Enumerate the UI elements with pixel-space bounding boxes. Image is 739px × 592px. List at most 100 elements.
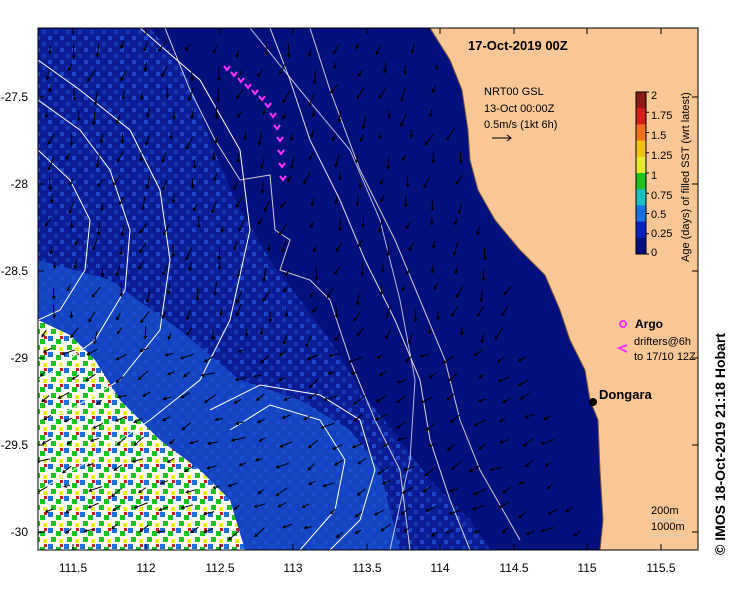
current-arrow-head: [306, 356, 311, 360]
current-arrow-head: [166, 459, 171, 463]
current-arrow-head: [236, 159, 241, 164]
current-arrow-head: [332, 65, 337, 70]
current-arrow-head: [278, 377, 283, 382]
current-arrow: [501, 304, 509, 316]
current-arrow: [116, 353, 127, 361]
current-arrow: [117, 151, 124, 163]
current-arrow-head: [161, 315, 165, 320]
current-arrow-head: [47, 141, 51, 146]
current-arrow: [352, 443, 363, 448]
current-arrow-head: [200, 373, 205, 377]
current-arrow-head: [396, 437, 401, 442]
current-arrow-head: [334, 200, 338, 205]
current-arrow-head: [212, 49, 217, 54]
current-arrow: [166, 87, 169, 98]
current-arrow: [162, 265, 168, 275]
current-arrow-head: [211, 157, 216, 162]
current-arrow-head: [448, 488, 453, 493]
current-arrow: [92, 238, 98, 250]
x-tick-label: 114.5: [499, 561, 529, 575]
current-arrow-head: [286, 54, 291, 58]
current-arrow-head: [310, 224, 314, 229]
current-arrow-head: [65, 509, 70, 514]
current-arrow-head: [354, 513, 359, 518]
current-arrow: [257, 69, 263, 77]
current-arrow-head: [236, 95, 240, 99]
current-arrow-head: [565, 508, 570, 513]
current-arrow: [64, 417, 73, 422]
current-arrow-head: [47, 50, 52, 55]
current-arrow-head: [171, 253, 175, 258]
current-arrow: [357, 239, 364, 248]
current-arrow-head: [353, 401, 358, 405]
current-arrow: [38, 458, 50, 463]
current-arrow: [449, 372, 459, 381]
current-arrow-head: [307, 444, 312, 449]
current-arrow-head: [396, 399, 401, 404]
current-arrow: [116, 376, 124, 383]
current-arrow-head: [195, 297, 200, 302]
current-arrow-head: [449, 419, 454, 424]
current-arrow-head: [335, 534, 340, 538]
current-arrow: [423, 177, 430, 189]
current-arrow-head: [517, 358, 522, 362]
current-arrow-head: [312, 309, 316, 313]
current-arrow: [387, 156, 390, 169]
current-arrow-head: [235, 312, 240, 317]
current-arrow-head: [253, 504, 258, 509]
current-arrow: [310, 129, 315, 138]
current-arrow-head: [361, 125, 366, 130]
colorbar-swatch: [636, 124, 646, 142]
current-arrow-head: [43, 416, 47, 421]
current-arrow: [88, 502, 99, 509]
current-arrow-head: [275, 465, 280, 469]
colorbar-title: Age (days) of filled SST (wrt latest): [680, 92, 692, 262]
current-arrow-head: [95, 164, 100, 169]
current-arrow-head: [327, 371, 332, 375]
current-arrow: [169, 438, 176, 445]
current-arrow: [312, 108, 315, 117]
current-arrow: [203, 511, 215, 515]
current-arrow: [93, 112, 96, 125]
current-arrow: [307, 354, 320, 360]
current-arrow-head: [116, 441, 121, 446]
current-arrow-head: [219, 312, 223, 317]
current-arrow: [257, 418, 265, 423]
current-arrow: [186, 327, 193, 335]
current-arrow: [357, 291, 360, 305]
current-arrow-head: [387, 114, 391, 119]
current-arrow: [523, 438, 534, 447]
y-tick-label: -27.5: [0, 90, 28, 104]
current-arrow: [186, 489, 196, 493]
current-arrow: [239, 462, 246, 467]
y-tick-label: -29.5: [0, 438, 28, 452]
current-arrow: [88, 486, 103, 492]
current-arrow: [49, 84, 52, 92]
current-arrow-head: [279, 231, 283, 236]
current-arrow-head: [445, 530, 450, 534]
map-plot-area: [38, 28, 698, 550]
current-arrow-head: [260, 190, 265, 195]
current-arrow-head: [375, 398, 380, 403]
current-arrow: [220, 308, 223, 316]
current-arrow: [308, 439, 319, 449]
current-arrow-head: [383, 69, 387, 74]
current-arrow-head: [95, 53, 100, 58]
current-arrow-head: [334, 337, 338, 342]
current-arrow: [451, 460, 462, 470]
current-arrow: [279, 349, 287, 356]
current-arrow-head: [115, 379, 120, 383]
current-arrow: [138, 487, 147, 493]
current-arrow-head: [431, 159, 436, 164]
drifter-position: [230, 71, 238, 78]
current-arrow: [401, 506, 411, 515]
current-arrow: [428, 443, 436, 447]
current-arrow: [61, 349, 75, 355]
current-arrow: [262, 290, 270, 302]
current-arrow: [378, 218, 383, 233]
current-arrow-head: [377, 228, 382, 233]
current-arrow-head: [312, 80, 317, 85]
current-arrow: [254, 503, 266, 508]
current-arrow-head: [236, 114, 241, 118]
current-arrow: [139, 347, 150, 352]
